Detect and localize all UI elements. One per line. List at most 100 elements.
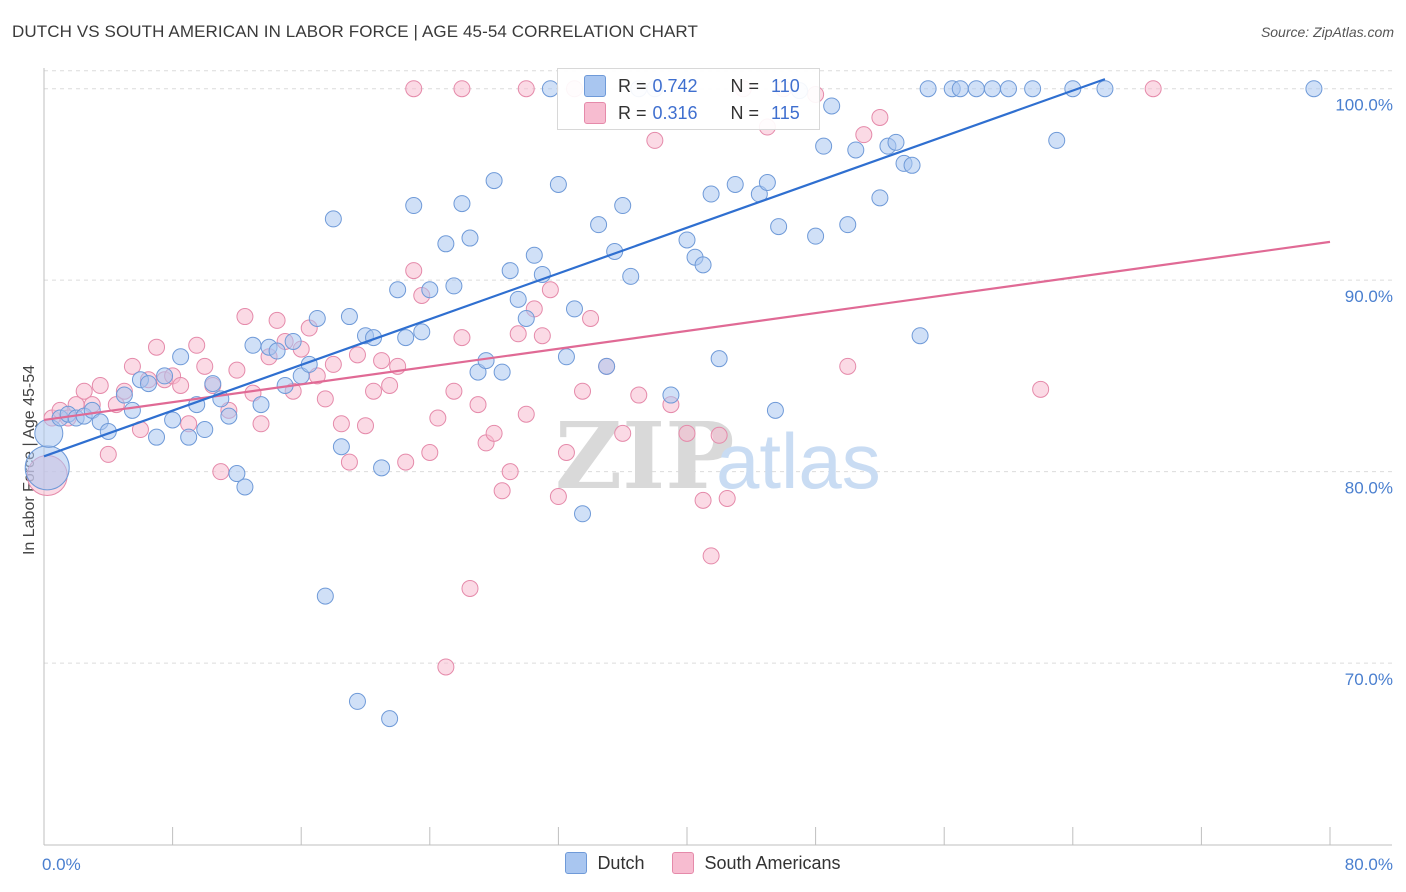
south-americans-point (718, 489, 736, 507)
y-tick-label: 80.0% (1345, 479, 1393, 498)
dutch-point (397, 329, 415, 347)
dutch-point (557, 348, 575, 366)
dutch-point (445, 277, 463, 295)
dutch-point (493, 363, 511, 381)
series-legend: Dutch South Americans (0, 852, 1406, 874)
dutch-point (115, 386, 133, 404)
dutch-point (726, 175, 744, 193)
dutch-point (887, 133, 905, 151)
south-americans-point (405, 80, 423, 98)
dutch-point (517, 309, 535, 327)
dutch-swatch (565, 852, 588, 874)
south-americans-point (517, 80, 535, 98)
dutch-point (1024, 80, 1042, 98)
n-value: 115 (771, 102, 800, 123)
south-americans-swatch (672, 852, 695, 874)
dutch-point (485, 172, 503, 190)
south-americans-point (871, 108, 889, 126)
legend-item-dutch[interactable]: Dutch (565, 852, 644, 874)
dutch-point (815, 137, 833, 155)
south-americans-point (630, 386, 648, 404)
dutch-point (1096, 80, 1114, 98)
south-americans-point (533, 327, 551, 345)
south-americans-point (348, 346, 366, 364)
source-label: Source: ZipAtlas.com (1260, 24, 1394, 40)
tick-labels: 70.0% 80.0% 90.0% 100.0% 0.0% 80.0% (42, 96, 1393, 874)
dutch-point (316, 587, 334, 605)
dutch-point (694, 256, 712, 274)
south-americans-point (381, 376, 399, 394)
south-americans-point (694, 491, 712, 509)
dutch-point (710, 350, 728, 368)
legend-label-dutch: Dutch (597, 852, 645, 873)
south-americans-point (517, 405, 535, 423)
south-americans-point (501, 463, 519, 481)
south-americans-point (453, 80, 471, 98)
south-americans-point (357, 417, 374, 435)
south-americans-point (91, 376, 109, 394)
dutch-point (911, 327, 929, 345)
dutch-trend-line (43, 78, 1106, 458)
dutch-point (268, 342, 286, 360)
south-americans-point (646, 131, 664, 149)
south-americans-point (188, 336, 206, 354)
south-americans-point (236, 308, 254, 326)
south-americans-point (839, 357, 857, 375)
dutch-point (525, 246, 543, 264)
dutch-point (244, 336, 262, 354)
south-americans-point (574, 382, 592, 400)
south-americans-point (549, 488, 567, 506)
south-americans-point (196, 357, 214, 375)
south-americans-point (710, 426, 728, 444)
stats-row-south-americans: R = 0.316 N = 115 (558, 100, 800, 126)
dutch-point (662, 386, 680, 404)
n-label: N = (730, 102, 760, 123)
south-americans-point (324, 355, 342, 373)
south-americans-point (252, 415, 270, 433)
dutch-point (123, 401, 141, 419)
south-americans-point (1144, 80, 1162, 98)
r-label: R = (618, 75, 647, 96)
y-tick-label: 100.0% (1335, 96, 1393, 115)
south-americans-point (541, 281, 559, 299)
south-americans-point (123, 357, 141, 375)
chart-title: DUTCH VS SOUTH AMERICAN IN LABOR FORCE |… (12, 22, 698, 41)
dutch-point (156, 367, 174, 385)
dutch-point (758, 174, 776, 192)
dutch-point (770, 218, 788, 236)
dutch-point (1305, 80, 1323, 98)
dutch-point (324, 210, 342, 228)
dutch-point (348, 692, 366, 710)
dutch-point (847, 141, 865, 159)
dutch-point (24, 445, 70, 491)
south-americans-point (397, 453, 415, 471)
dutch-point (983, 80, 1001, 98)
legend-item-south-americans[interactable]: South Americans (672, 852, 841, 874)
dutch-point (903, 156, 921, 174)
x-tick-label: 80.0% (1345, 855, 1393, 874)
dutch-point (622, 267, 640, 285)
r-label: R = (618, 102, 647, 123)
dutch-point (180, 428, 198, 446)
south-americans-point (855, 126, 873, 144)
dutch-point (437, 235, 455, 253)
dutch-point (148, 428, 166, 446)
dutch-swatch (584, 75, 606, 97)
dutch-point (308, 309, 326, 327)
south-americans-point (493, 482, 511, 500)
series-south-americans (26, 80, 1162, 676)
dutch-point (823, 97, 841, 115)
south-americans-point (429, 409, 447, 427)
south-americans-point (212, 463, 230, 481)
south-americans-point (582, 309, 600, 327)
south-americans-point (421, 444, 439, 461)
stats-legend: R = 0.742 N = 110 R = 0.316 N = 115 (557, 68, 820, 130)
south-americans-point (557, 444, 575, 461)
dutch-point (405, 197, 423, 215)
dutch-point (565, 300, 583, 318)
south-americans-point (445, 382, 463, 400)
dutch-point (228, 465, 246, 483)
dutch-point (919, 80, 937, 98)
dutch-point (389, 281, 407, 299)
